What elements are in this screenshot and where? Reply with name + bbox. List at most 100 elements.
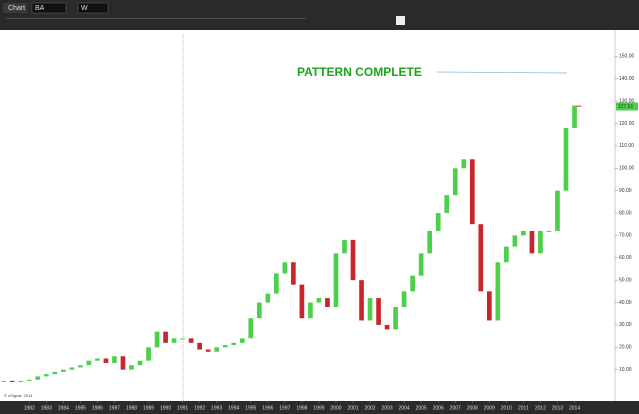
- candle: [486, 291, 492, 321]
- x-tick-label: 2012: [535, 405, 546, 411]
- x-tick-label: 2002: [364, 405, 375, 411]
- y-tick-label: 60.00: [619, 255, 632, 261]
- y-tick-label: 100.00: [619, 166, 635, 172]
- candle: [103, 358, 109, 363]
- candle: [60, 369, 66, 372]
- candle: [154, 331, 160, 348]
- candle: [461, 159, 467, 169]
- candle: [410, 275, 415, 292]
- last-price-tag: [616, 102, 638, 111]
- x-tick-label: 2008: [467, 405, 478, 411]
- candle: [299, 284, 305, 319]
- x-tick-label: 1996: [262, 405, 273, 411]
- interval-box[interactable]: [77, 2, 109, 14]
- x-tick-label: 2010: [501, 405, 512, 411]
- candle: [205, 349, 211, 352]
- candle: [376, 298, 381, 325]
- candle: [273, 273, 279, 294]
- candle: [384, 324, 390, 330]
- candle: [478, 224, 484, 292]
- copyright: © eSignal, 2014: [4, 393, 33, 398]
- x-tick-label: 1989: [143, 405, 154, 411]
- x-tick-label: 1997: [279, 405, 290, 411]
- x-tick-label: 2001: [347, 405, 358, 411]
- y-tick-label: 110.00: [619, 143, 634, 149]
- y-tick-label: 30.00: [619, 322, 632, 328]
- candle: [350, 239, 356, 281]
- candle: [393, 307, 398, 330]
- y-tick-label: 20.00: [619, 345, 632, 351]
- x-tick-label: 1986: [92, 405, 103, 411]
- x-tick-label: 2009: [484, 405, 495, 411]
- toolbar-icons[interactable]: [6, 16, 405, 25]
- x-tick-label: 1992: [194, 405, 205, 411]
- candle: [163, 331, 168, 343]
- x-tick-label: 1998: [296, 405, 307, 411]
- candle: [401, 291, 407, 308]
- candle: [576, 105, 582, 107]
- y-tick-label: 40.00: [619, 300, 632, 306]
- x-tick-label: 2006: [433, 405, 444, 411]
- chart-tab[interactable]: [3, 3, 27, 13]
- x-tick-label: 2005: [416, 405, 427, 411]
- x-tick-label: 2013: [552, 405, 563, 411]
- candle: [452, 168, 458, 196]
- x-tick-label: 2007: [450, 405, 461, 411]
- candle: [521, 230, 526, 236]
- candle: [214, 347, 220, 352]
- candle: [325, 298, 330, 308]
- symbol-box[interactable]: [31, 2, 67, 14]
- annotation-line: [436, 71, 568, 74]
- x-tick-label: 1995: [245, 405, 256, 411]
- candle: [495, 262, 501, 321]
- x-tick-label: 1993: [211, 405, 222, 411]
- candle: [26, 379, 32, 381]
- candle: [180, 338, 185, 340]
- candle: [69, 367, 75, 370]
- candle: [435, 213, 441, 231]
- candle: [504, 246, 509, 263]
- y-tick-label: 130.00: [619, 98, 635, 104]
- candle: [18, 380, 24, 382]
- candle: [546, 230, 552, 232]
- candle: [248, 318, 254, 339]
- y-tick-label: 70.00: [619, 233, 632, 239]
- tab-label: Chart: [8, 5, 25, 12]
- x-tick-label: 2014: [569, 405, 580, 411]
- candle: [222, 345, 228, 348]
- candle: [308, 302, 313, 319]
- x-tick-label: 1984: [58, 405, 69, 411]
- y-tick-label: 150.00: [619, 54, 635, 60]
- x-tick-label: 2011: [518, 405, 529, 411]
- candle: [529, 230, 535, 254]
- interval: W: [81, 5, 88, 12]
- candle: [342, 239, 347, 254]
- x-tick-label: 1999: [313, 405, 324, 411]
- candle: [265, 293, 271, 303]
- plot-area: [0, 30, 639, 401]
- annotation: PATTERN COMPLETE: [297, 65, 422, 79]
- candle: [43, 374, 49, 377]
- candle: [572, 105, 577, 128]
- x-tick-label: 1988: [126, 405, 137, 411]
- candle: [188, 338, 194, 343]
- y-tick-label: 50.00: [619, 277, 632, 283]
- candle: [359, 280, 364, 321]
- candle: [137, 360, 143, 366]
- candle: [333, 253, 339, 308]
- candle: [316, 298, 322, 303]
- candle: [146, 347, 151, 361]
- y-tick-label: 140.00: [619, 76, 635, 82]
- candle: [120, 356, 126, 370]
- x-tick-label: 2004: [399, 405, 410, 411]
- candle: [78, 365, 83, 368]
- y-tick-label: 10.00: [619, 367, 632, 373]
- candle: [444, 195, 450, 214]
- candle: [1, 380, 7, 382]
- candle: [239, 338, 245, 343]
- candle: [367, 298, 373, 321]
- x-tick-label: 1982: [24, 405, 35, 411]
- candle: [555, 190, 560, 231]
- x-tick-label: 1991: [177, 405, 188, 411]
- candle: [95, 358, 100, 361]
